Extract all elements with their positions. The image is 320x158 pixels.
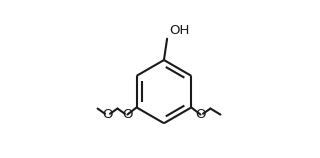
Text: O: O <box>102 108 113 121</box>
Text: OH: OH <box>170 24 190 37</box>
Text: O: O <box>122 108 133 121</box>
Text: O: O <box>195 108 206 121</box>
